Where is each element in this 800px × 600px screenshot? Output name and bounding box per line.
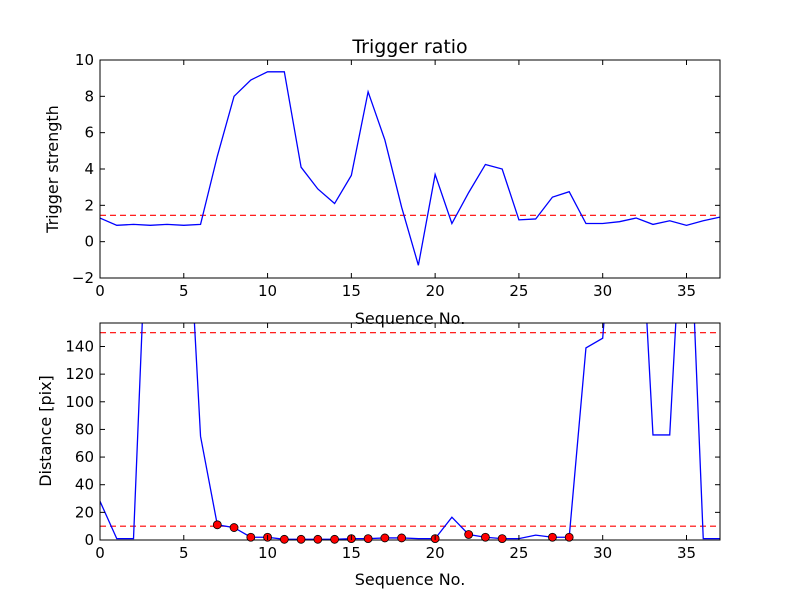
y-tick-label: 40 [75,476,94,494]
data-point [229,523,239,532]
x-tick-label: 10 [258,544,277,562]
x-tick-label: 5 [179,282,189,300]
data-point [313,534,323,544]
y-ticks: −2 0 2 4 6 8 10 [72,51,720,287]
x-tick-label: 25 [509,282,528,300]
series-lines [100,323,720,540]
x-tick-label: 5 [179,544,189,562]
series-lines [100,71,720,266]
data-point [296,534,306,544]
x-tick-label: 35 [677,544,696,562]
data-point [363,534,373,544]
x-tick-label: 20 [426,282,445,300]
data-point [397,533,407,543]
distance-chart: 0 5 10 15 20 25 30 35 0 20 40 60 80 100 120 140 Sequen… [36,322,721,589]
x-tick-label: 0 [95,544,105,562]
x-ticks: 0 5 10 15 20 25 30 35 [95,323,696,562]
x-axis-label: Sequence No. [355,309,466,328]
data-point [481,532,490,542]
point-markers [212,520,574,544]
y-tick-label: 10 [75,51,94,69]
x-tick-label: 0 [95,282,105,300]
x-tick-label: 30 [593,544,612,562]
reference-lines [100,332,720,527]
x-axis-label: Sequence No. [355,570,466,589]
data-point [246,532,256,542]
x-tick-label: 35 [677,282,696,300]
y-tick-label: 20 [75,503,94,521]
x-tick-label: 10 [258,282,277,300]
data-point [464,530,474,539]
y-axis-label: Trigger strength [43,105,62,234]
y-tick-label: 60 [75,448,94,466]
y-tick-label: 4 [84,160,94,178]
data-point [564,532,574,542]
data-point [279,534,289,544]
y-tick-label: 2 [84,196,94,214]
series-line [100,323,720,540]
chart-title: Trigger ratio [351,36,467,58]
y-tick-label: 100 [65,393,94,411]
y-ticks: 0 20 40 60 80 100 120 140 [65,337,720,549]
data-point [330,534,339,544]
x-tick-label: 25 [509,544,528,562]
y-tick-label: 120 [65,365,94,383]
y-axis-label: Distance [pix] [36,375,55,487]
data-point [497,534,507,544]
data-point [548,532,557,542]
x-tick-label: 30 [593,282,612,300]
y-tick-label: −2 [72,269,94,287]
x-ticks: 0 5 10 15 20 25 30 35 [95,60,696,300]
y-tick-label: 6 [84,124,94,142]
y-tick-label: 140 [65,337,94,355]
y-tick-label: 0 [84,531,94,549]
data-point [380,533,390,543]
y-tick-label: 80 [75,420,94,438]
plot-area-frame [99,322,721,541]
series-line [100,71,720,266]
y-tick-label: 8 [84,87,94,105]
data-point [212,520,222,530]
x-tick-label: 15 [342,282,361,300]
x-tick-label: 20 [426,544,445,562]
y-tick-label: 0 [84,233,94,251]
x-tick-label: 15 [342,544,361,562]
